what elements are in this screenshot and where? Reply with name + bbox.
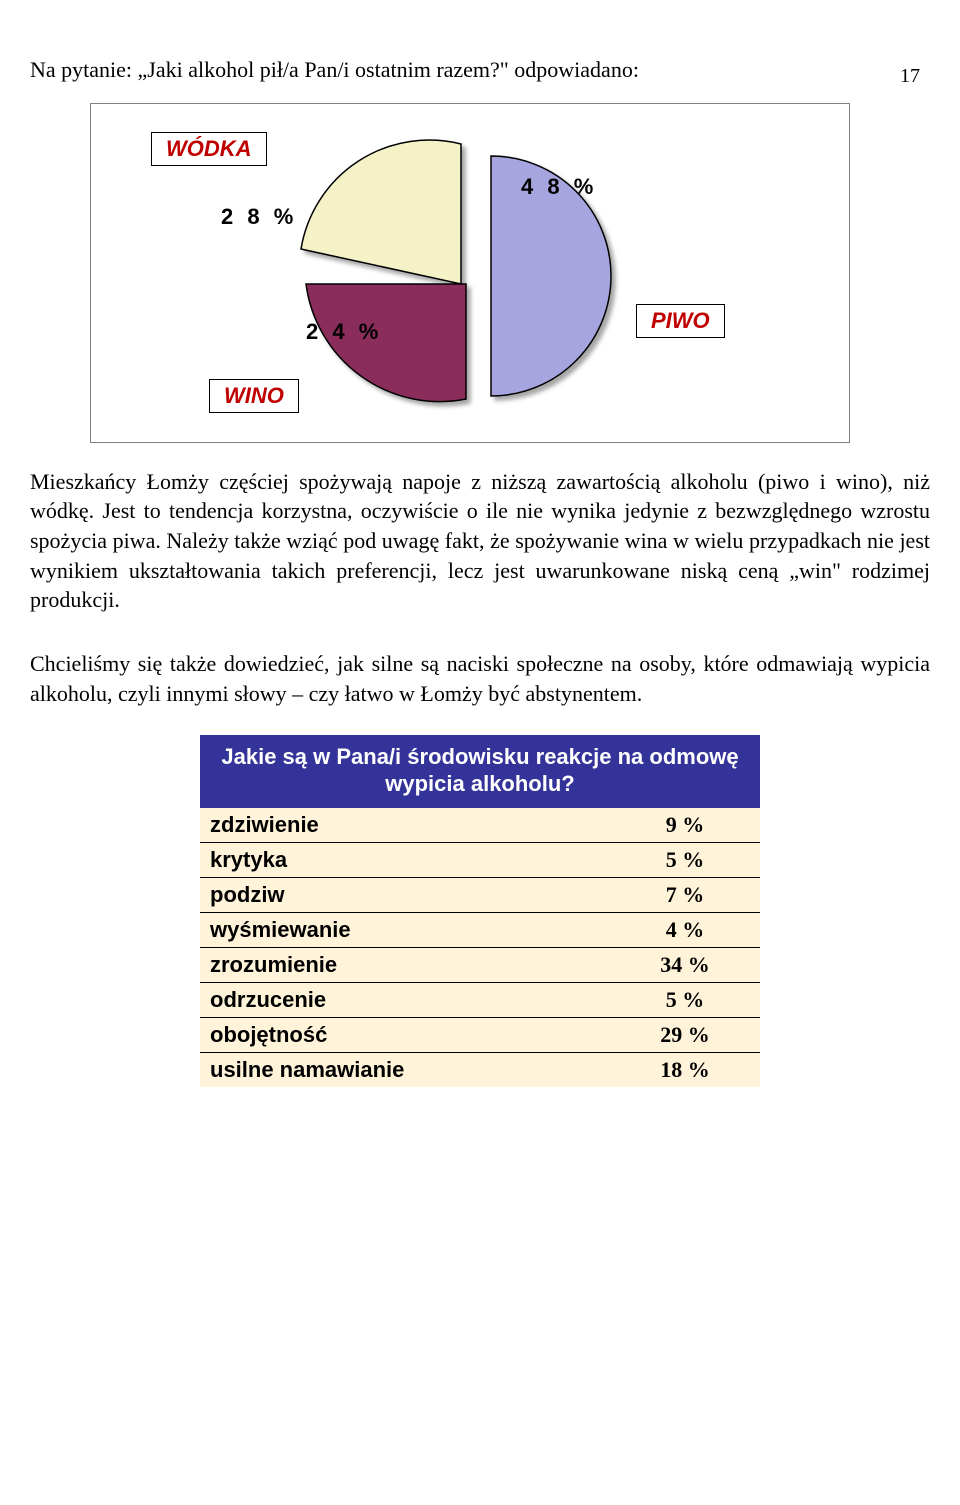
- table-cell-label: usilne namawianie: [200, 1053, 610, 1087]
- table-cell-value: 29 %: [610, 1018, 760, 1052]
- label-box-piwo: PIWO: [636, 304, 725, 338]
- table-header: Jakie są w Pana/i środowisku reakcje na …: [200, 735, 760, 808]
- table-cell-label: zrozumienie: [200, 948, 610, 982]
- pie-chart-frame: 2 8 % 4 8 % 2 4 % WÓDKA PIWO WINO: [90, 103, 850, 443]
- table-cell-label: obojętność: [200, 1018, 610, 1052]
- table-cell-value: 34 %: [610, 948, 760, 982]
- table-row: odrzucenie 5 %: [200, 983, 760, 1018]
- table-cell-value: 9 %: [610, 808, 760, 842]
- paragraph-2: Chcieliśmy się także dowiedzieć, jak sil…: [30, 649, 930, 708]
- table-cell-value: 18 %: [610, 1053, 760, 1087]
- label-box-wodka: WÓDKA: [151, 132, 267, 166]
- table-row: usilne namawianie 18 %: [200, 1053, 760, 1087]
- paragraph-1: Mieszkańcy Łomży częściej spożywają napo…: [30, 467, 930, 615]
- table-row: podziw 7 %: [200, 878, 760, 913]
- table-cell-label: krytyka: [200, 843, 610, 877]
- table-cell-label: zdziwienie: [200, 808, 610, 842]
- pct-label-wodka: 2 8 %: [221, 204, 297, 230]
- pct-label-piwo: 4 8 %: [521, 174, 597, 200]
- table-cell-value: 5 %: [610, 983, 760, 1017]
- table-cell-label: wyśmiewanie: [200, 913, 610, 947]
- table-row: zdziwienie 9 %: [200, 808, 760, 843]
- table-row: obojętność 29 %: [200, 1018, 760, 1053]
- intro-text: Na pytanie: „Jaki alkohol pił/a Pan/i os…: [30, 55, 930, 85]
- table-row: zrozumienie 34 %: [200, 948, 760, 983]
- table-cell-value: 4 %: [610, 913, 760, 947]
- table-cell-label: podziw: [200, 878, 610, 912]
- table-row: krytyka 5 %: [200, 843, 760, 878]
- page-number: 17: [900, 65, 920, 88]
- table-cell-value: 7 %: [610, 878, 760, 912]
- pct-label-wino: 2 4 %: [306, 319, 382, 345]
- reactions-table: Jakie są w Pana/i środowisku reakcje na …: [200, 735, 760, 1087]
- label-box-wino: WINO: [209, 379, 299, 413]
- table-cell-label: odrzucenie: [200, 983, 610, 1017]
- table-row: wyśmiewanie 4 %: [200, 913, 760, 948]
- table-cell-value: 5 %: [610, 843, 760, 877]
